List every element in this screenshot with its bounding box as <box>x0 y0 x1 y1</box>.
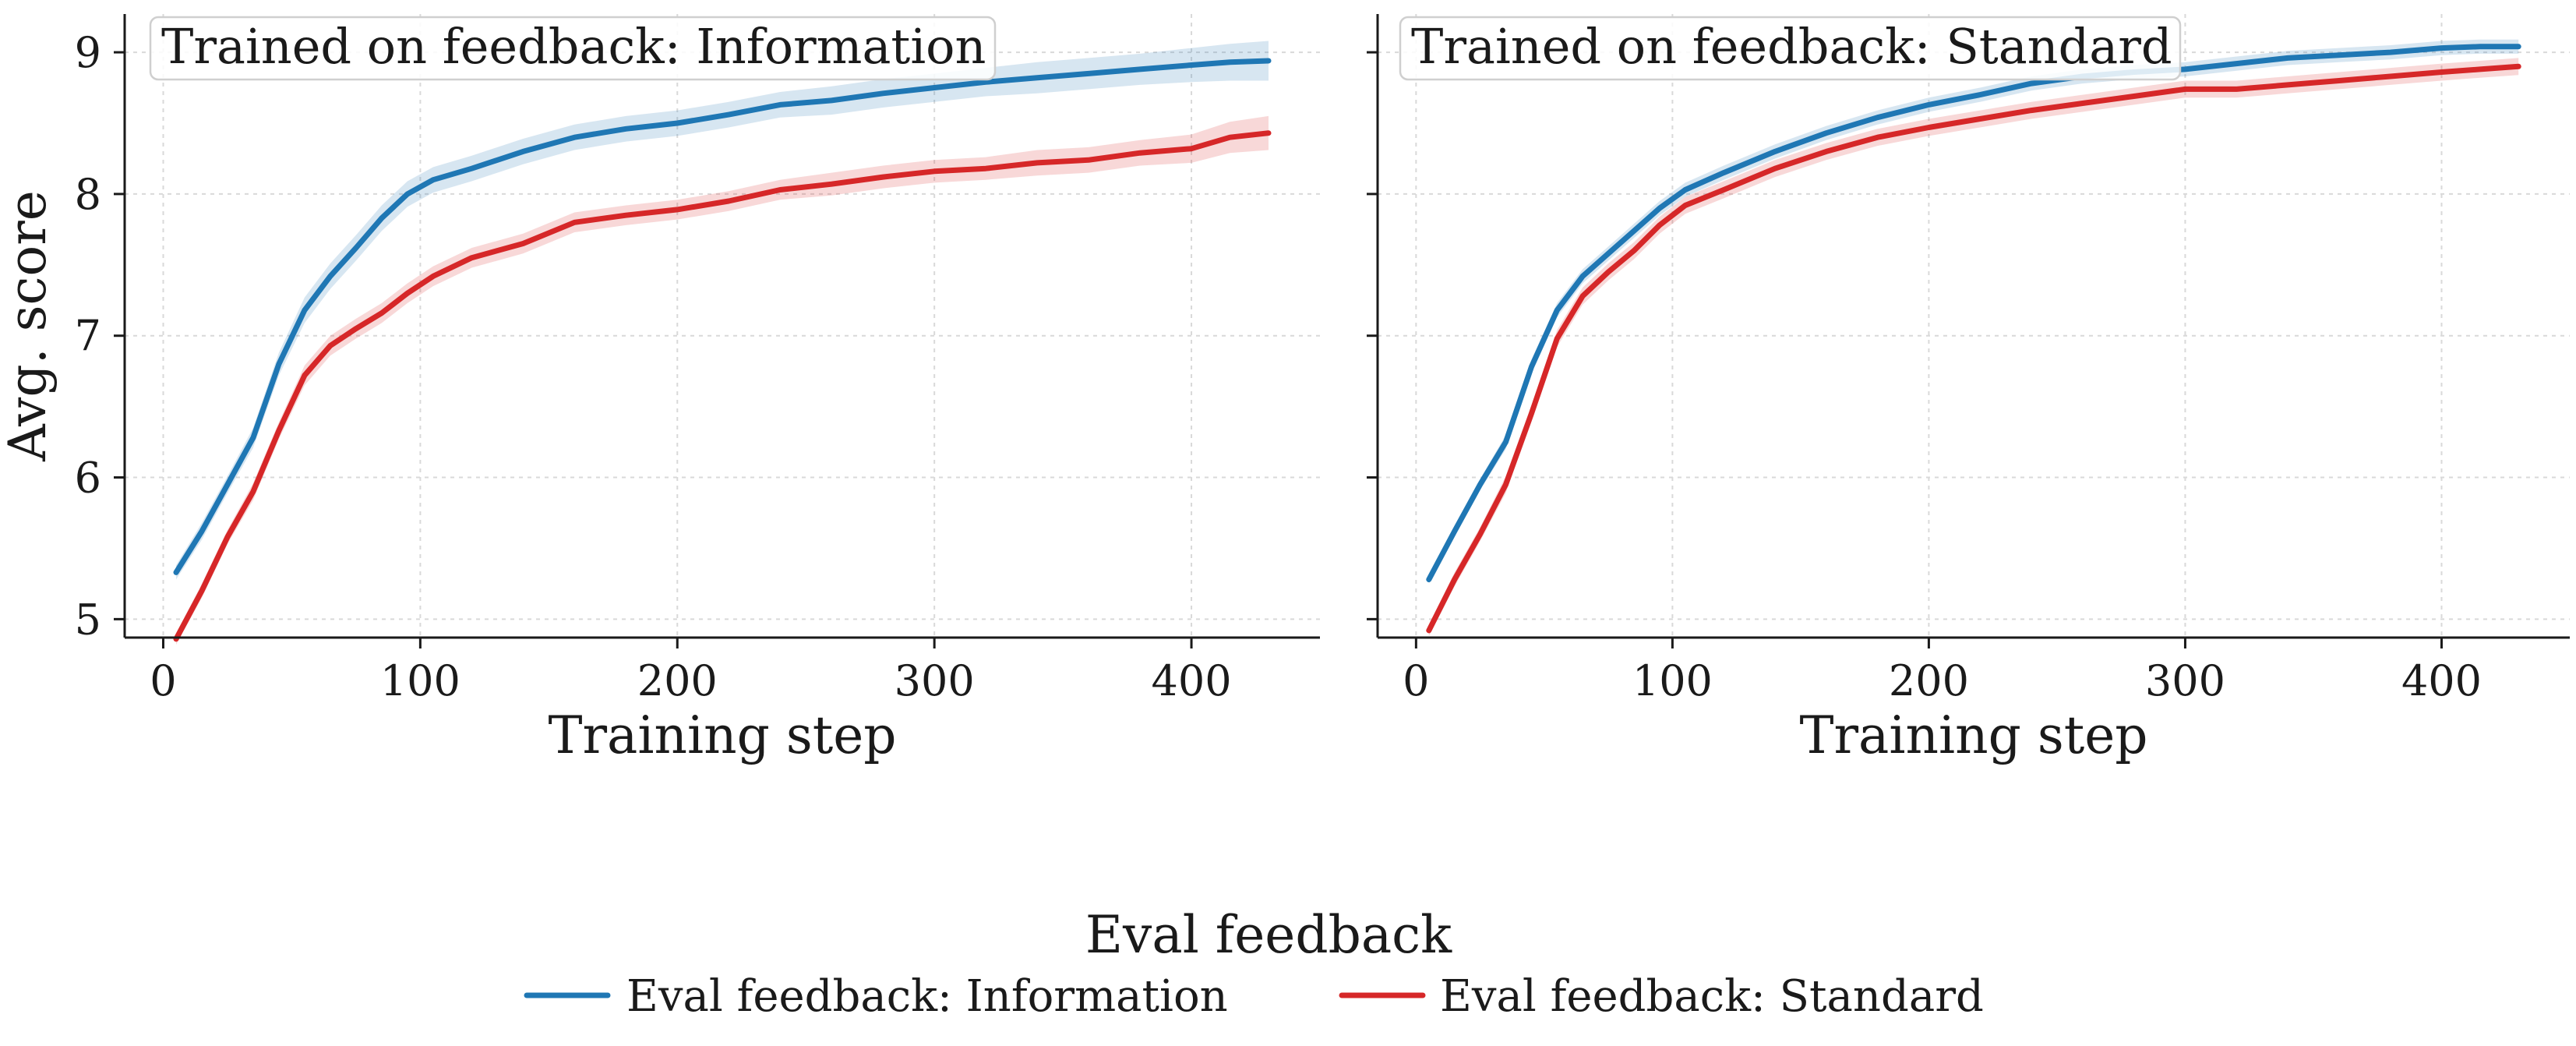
series-band-information <box>176 41 1269 580</box>
x-tick-label: 300 <box>895 656 975 705</box>
x-tick-label: 400 <box>2401 656 2482 705</box>
panel-trained-standard: 0 100 200 300 400 Training step Trained on fee… <box>1367 14 2570 765</box>
y-tick-label: 5 <box>75 595 101 644</box>
y-tick-label: 9 <box>75 28 101 77</box>
legend: Eval feedback Eval feedback: Information… <box>524 905 1984 1022</box>
series-band-standard <box>176 115 1269 645</box>
x-tick-label: 100 <box>380 656 461 705</box>
x-tick-label: 100 <box>1632 656 1713 705</box>
panel-trained-information: 0 100 200 300 400 5 6 7 8 9 Training step Avg. scor… <box>0 14 1320 765</box>
y-axis-label: Avg. score <box>0 190 58 462</box>
x-tick-label: 200 <box>637 656 718 705</box>
y-tick-label: 6 <box>75 454 101 503</box>
y-tick-label: 7 <box>75 312 101 361</box>
x-tick-label: 400 <box>1152 656 1232 705</box>
panel-title-box <box>149 16 997 81</box>
legend-label-information: Eval feedback: Information <box>626 971 1228 1022</box>
panel-title: Trained on feedback: Information <box>161 18 986 75</box>
x-tick-label: 300 <box>2145 656 2225 705</box>
x-axis-label: Training step <box>1799 705 2147 765</box>
series-line-information <box>173 58 1272 575</box>
series-line-standard <box>173 130 1272 642</box>
series-band-standard <box>1428 58 2519 637</box>
panel-title-box <box>1399 16 2182 81</box>
x-tick-label: 0 <box>150 656 176 705</box>
legend-title: Eval feedback <box>1085 905 1452 965</box>
panel-title: Trained on feedback: Standard <box>1411 18 2172 75</box>
y-tick-label: 8 <box>75 170 101 219</box>
legend-label-standard: Eval feedback: Standard <box>1440 971 1984 1022</box>
x-tick-label: 0 <box>1403 656 1429 705</box>
series-line-information <box>1426 44 2521 582</box>
x-tick-label: 200 <box>1889 656 1969 705</box>
series-line-standard <box>1426 63 2521 634</box>
x-axis-label: Training step <box>548 705 896 765</box>
